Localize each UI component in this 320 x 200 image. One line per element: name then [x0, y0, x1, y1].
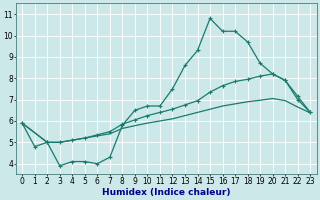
- X-axis label: Humidex (Indice chaleur): Humidex (Indice chaleur): [102, 188, 230, 197]
